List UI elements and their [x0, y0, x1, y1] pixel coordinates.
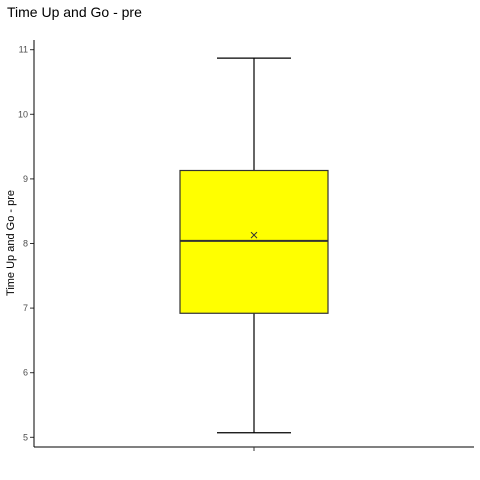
- plot-area: [179, 57, 329, 434]
- y-tick-label: 9: [23, 174, 28, 184]
- y-axis-label: Time Up and Go - pre: [5, 190, 17, 296]
- y-tick-label: 5: [23, 432, 28, 442]
- mean-marker: [250, 231, 258, 239]
- y-tick-label: 10: [18, 109, 28, 119]
- chart-title: Time Up and Go - pre: [7, 4, 142, 20]
- y-tick-label: 6: [23, 368, 28, 378]
- y-tick-label: 7: [23, 303, 28, 313]
- y-tick-label: 11: [19, 45, 28, 55]
- mean-marker-stroke: [250, 231, 258, 239]
- y-axis-ticks: 5 6 7 8 9 10 11: [18, 45, 34, 442]
- y-tick-label: 8: [23, 239, 28, 249]
